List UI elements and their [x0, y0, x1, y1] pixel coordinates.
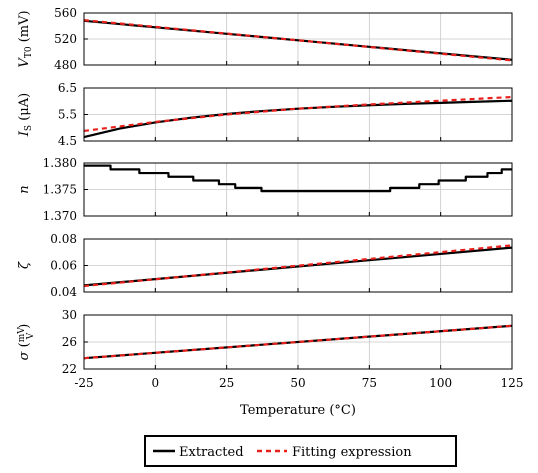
y-axis-label: n — [17, 185, 32, 193]
y-tick-label: 0.04 — [50, 285, 77, 299]
y-tick-label: 30 — [62, 308, 77, 322]
series-extracted-line — [83, 99, 513, 139]
y-tick-label: 0.08 — [50, 232, 77, 246]
x-axis-label: Temperature (°C) — [240, 403, 356, 418]
y-axis-label: ζ — [17, 261, 32, 269]
series-extracted-line — [83, 324, 513, 360]
y-tick-label: 480 — [54, 58, 77, 72]
y-tick-label: 5.5 — [58, 108, 77, 122]
y-tick-label: 6.5 — [58, 81, 77, 95]
legend-label-extracted: Extracted — [179, 445, 244, 460]
y-tick-label: 1.375 — [43, 183, 77, 197]
x-tick-label: 25 — [219, 376, 234, 390]
y-axis-label: σ (mVV) — [17, 324, 36, 361]
legend: Extracted Fitting expression — [144, 435, 457, 467]
y-axis-label: IS (μA) — [17, 93, 34, 137]
series-extracted-line — [83, 19, 513, 61]
y-tick-label: 0.06 — [50, 259, 77, 273]
y-tick-label: 520 — [54, 32, 77, 46]
x-tick-label: 75 — [362, 376, 377, 390]
y-tick-label: 4.5 — [58, 134, 77, 148]
x-tick-label: 100 — [429, 376, 452, 390]
panel-is: 6.5 5.5 4.5 IS (μA) — [17, 81, 513, 148]
y-tick-label: 1.380 — [43, 156, 77, 170]
y-tick-label: 22 — [62, 362, 77, 376]
x-tick-label: 0 — [152, 376, 160, 390]
series-extracted-line — [84, 164, 512, 193]
x-tick-label: -25 — [74, 376, 93, 390]
legend-label-fitting: Fitting expression — [292, 445, 412, 460]
legend-box — [144, 435, 457, 467]
x-tick-label: 125 — [501, 376, 524, 390]
panel-zeta: 0.08 0.06 0.04 ζ — [17, 232, 513, 299]
series-extracted-line — [83, 246, 513, 287]
panel-vt0: 560 520 480 VT0 (mV) — [17, 6, 513, 72]
y-tick-label: 1.370 — [43, 209, 77, 223]
x-tick-label: 50 — [290, 376, 305, 390]
y-axis-label: VT0 (mV) — [17, 10, 34, 67]
panel-sigma: 30 26 22 σ (mVV) — [17, 308, 513, 376]
y-tick-label: 560 — [54, 6, 77, 20]
y-tick-label: 26 — [62, 335, 77, 349]
panel-n: 1.380 1.375 1.370 n — [17, 156, 513, 223]
